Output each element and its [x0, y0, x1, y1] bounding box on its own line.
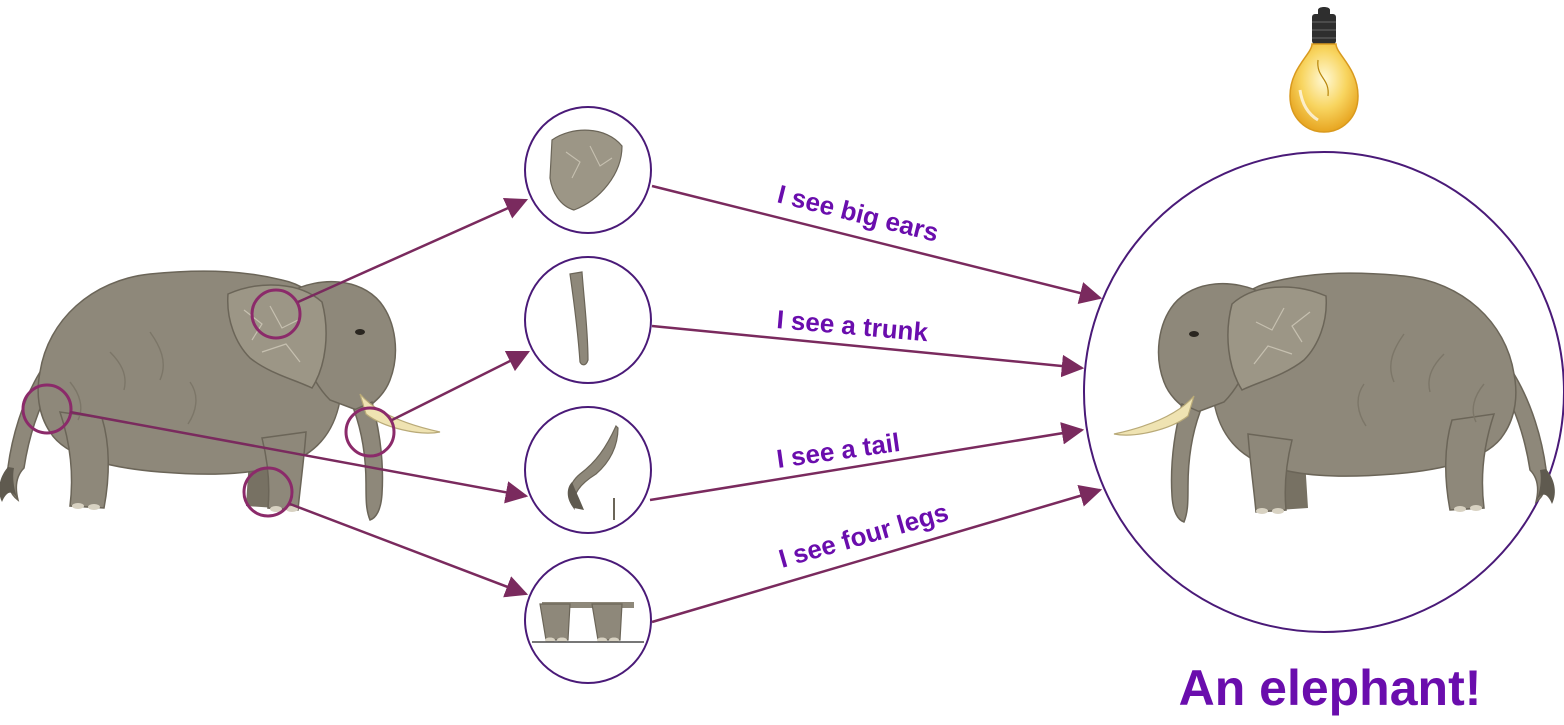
input-arrows	[69, 198, 531, 598]
ear-highlight	[250, 288, 302, 340]
caption-legs: I see four legs	[775, 497, 951, 574]
output-arrows	[649, 184, 1103, 624]
trunk-bubble	[524, 256, 652, 384]
legs-bubble	[524, 556, 652, 684]
highlight-circles	[21, 288, 396, 518]
arrow-tail-to-bubble	[69, 410, 529, 504]
lightbulb-icon	[1289, 7, 1359, 133]
arrow-ear-to-bubble	[297, 198, 529, 304]
arrow-tail-to-conclusion	[649, 422, 1085, 502]
arrow-ears-to-conclusion	[651, 184, 1103, 305]
detail-bubbles	[524, 106, 652, 684]
arrow-trunk-to-bubble	[391, 350, 531, 422]
arrow-leg-to-bubble	[289, 502, 529, 598]
arrow-trunk-to-conclusion	[651, 324, 1085, 378]
trunk-highlight	[344, 406, 396, 458]
caption-tail: I see a tail	[775, 427, 902, 474]
arrow-legs-to-conclusion	[651, 484, 1103, 624]
tail-highlight	[21, 383, 73, 435]
leg-highlight	[242, 466, 294, 518]
conclusion-circle	[1083, 151, 1564, 633]
trunk-detail	[569, 271, 589, 366]
tail-bubble	[524, 406, 652, 534]
ears-bubble	[524, 106, 652, 234]
conclusion-text: An elephant!	[1178, 660, 1482, 716]
ear-detail	[549, 129, 623, 211]
